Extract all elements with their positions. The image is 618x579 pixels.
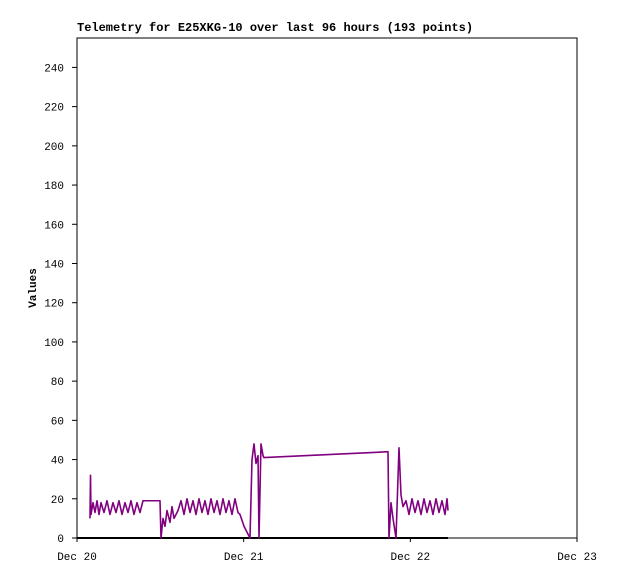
y-tick-label: 240 <box>44 63 64 75</box>
y-tick-label: 220 <box>44 103 64 115</box>
x-tick-label: Dec 21 <box>224 552 264 564</box>
y-tick-label: 20 <box>51 495 64 507</box>
x-tick-label: Dec 22 <box>391 552 431 564</box>
y-tick-label: 140 <box>44 259 64 271</box>
y-tick-label: 40 <box>51 456 64 468</box>
y-tick-label: 120 <box>44 299 64 311</box>
y-tick-label: 80 <box>51 377 64 389</box>
y-tick-label: 100 <box>44 338 64 350</box>
plot-frame <box>76 37 578 539</box>
y-tick-label: 0 <box>57 534 64 546</box>
y-tick-label: 160 <box>44 220 64 232</box>
y-tick-label: 180 <box>44 181 64 193</box>
data-line <box>89 443 449 539</box>
y-axis-label: Values <box>28 268 40 308</box>
x-tick-label: Dec 20 <box>57 552 97 564</box>
y-tick-label: 200 <box>44 142 64 154</box>
x-tick-label: Dec 23 <box>557 552 597 564</box>
y-tick-label: 60 <box>51 416 64 428</box>
chart-title: Telemetry for E25XKG-10 over last 96 hou… <box>77 21 473 35</box>
